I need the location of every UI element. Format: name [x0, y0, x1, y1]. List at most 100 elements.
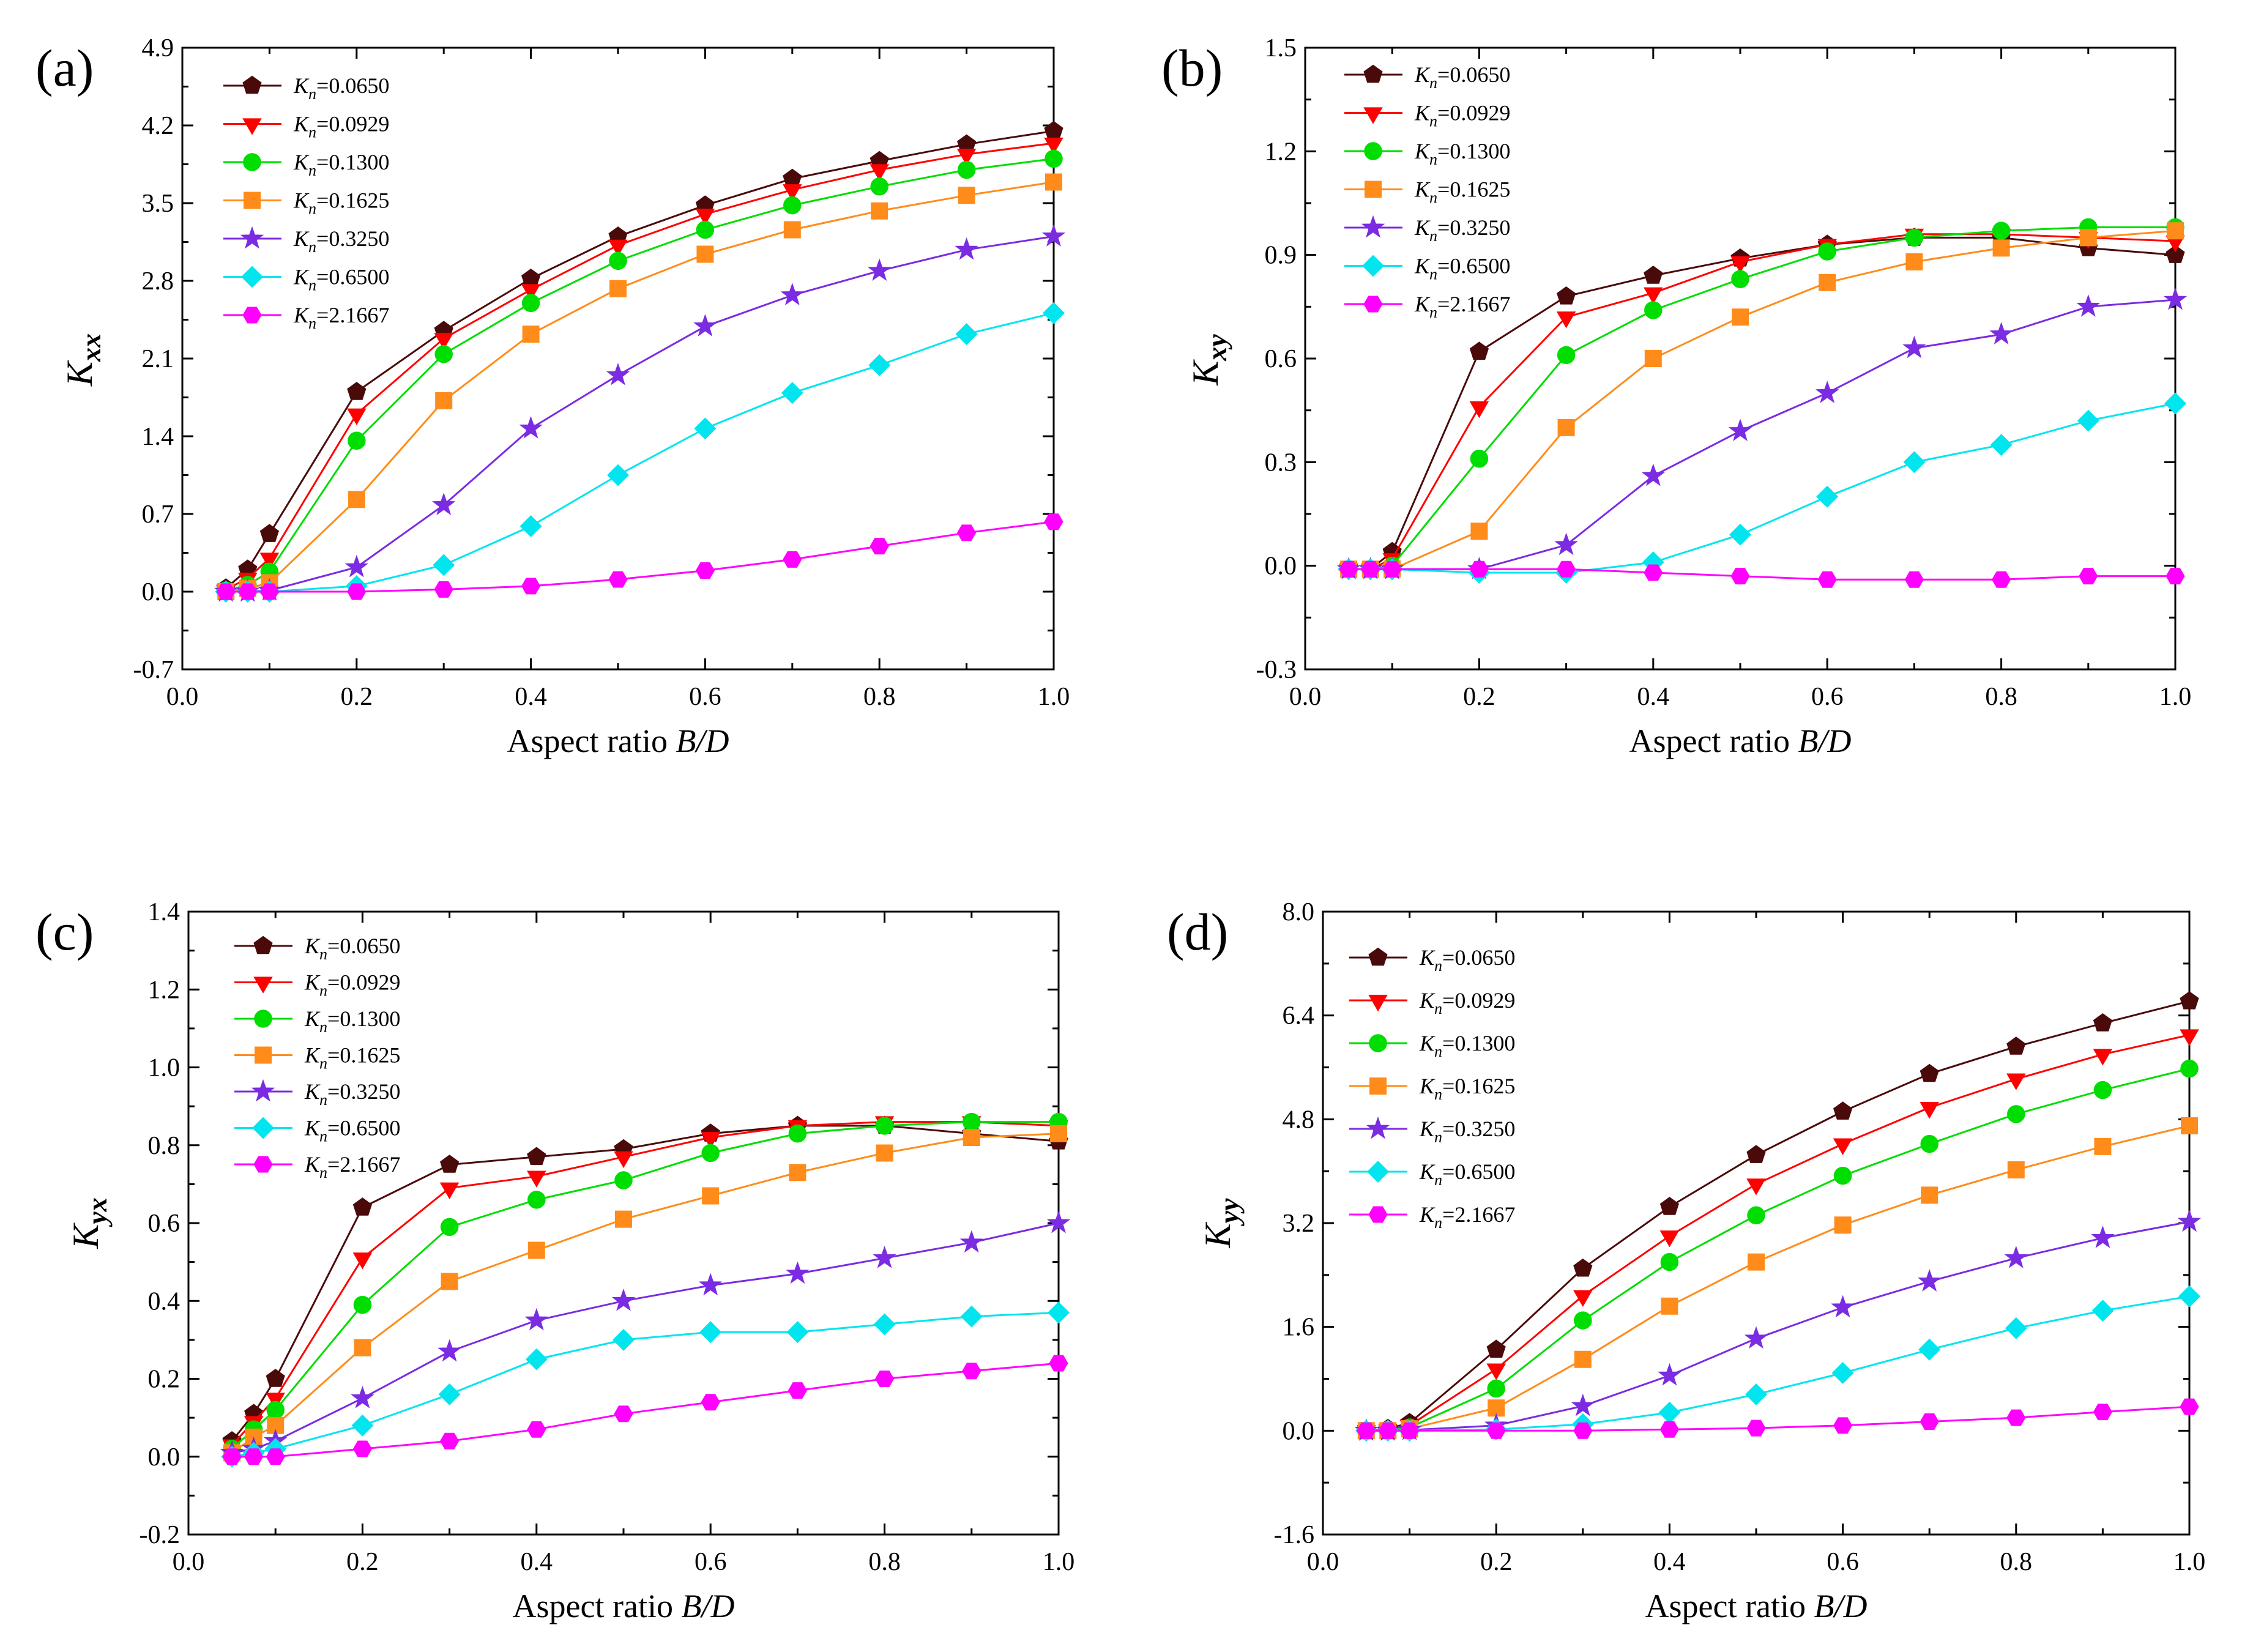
x-axis-title: Aspect ratio B/D [1629, 723, 1852, 759]
data-point [1049, 1355, 1068, 1372]
legend: Kn=0.0650Kn=0.0929Kn=0.1300Kn=0.1625Kn=0… [1344, 62, 1510, 321]
data-point [606, 362, 630, 385]
data-point [1557, 560, 1576, 578]
data-point [783, 196, 802, 215]
x-tick-label: 0.0 [173, 1548, 205, 1576]
panel-label: (b) [1161, 39, 1223, 97]
y-axis-title: Kyx [65, 1197, 113, 1249]
data-point [1043, 302, 1065, 324]
y-tick-label: -0.3 [1256, 656, 1297, 684]
legend-label: Kn=0.0929 [293, 112, 389, 141]
data-point [958, 187, 975, 204]
legend-k: K [1414, 139, 1431, 163]
y-tick-label: 3.2 [1283, 1210, 1315, 1238]
legend-marker [240, 226, 264, 249]
legend-k: K [1419, 1031, 1436, 1055]
data-point [2180, 1029, 2199, 1046]
data-point [266, 1369, 285, 1387]
legend-label: Kn=0.1625 [293, 188, 389, 218]
legend-label: Kn=0.1300 [304, 1006, 400, 1036]
legend-k: K [293, 188, 310, 213]
legend-sub: n [308, 124, 316, 141]
legend: Kn=0.0650Kn=0.0929Kn=0.1300Kn=0.1625Kn=0… [234, 934, 400, 1181]
data-point [1748, 1253, 1765, 1271]
y-axis-title: Kxy [1185, 334, 1232, 386]
data-point [1644, 287, 1663, 305]
data-point [1044, 513, 1063, 530]
data-point [527, 1241, 545, 1259]
legend-value: =0.0650 [316, 73, 389, 98]
legend-value: =0.6500 [1442, 1159, 1515, 1184]
data-point [2163, 287, 2188, 310]
legend-sub: n [319, 1055, 327, 1073]
y-tick-label: 1.4 [148, 898, 181, 926]
data-point [1833, 1101, 1853, 1120]
data-point [1361, 560, 1380, 578]
data-point [1746, 1145, 1766, 1163]
legend-value: =2.1667 [327, 1152, 400, 1177]
legend: Kn=0.0650Kn=0.0929Kn=0.1300Kn=0.1625Kn=0… [223, 73, 389, 332]
data-point [527, 1170, 546, 1188]
data-point [1658, 1363, 1682, 1386]
legend-sub: n [1434, 1128, 1442, 1146]
data-point [2006, 1073, 2026, 1090]
data-point [524, 1308, 549, 1331]
data-point [1573, 1258, 1593, 1277]
x-axis-title: Aspect ratio B/D [513, 1588, 735, 1624]
legend-marker [1361, 215, 1385, 238]
data-point [1903, 451, 1926, 474]
legend-sub: n [1434, 1214, 1442, 1232]
data-point [1747, 1206, 1765, 1225]
y-tick-label: -1.6 [1274, 1521, 1315, 1549]
data-point [238, 583, 258, 600]
data-point [1815, 381, 1839, 403]
data-point [520, 515, 542, 537]
x-tick-label: 0.4 [1637, 683, 1670, 711]
data-point [609, 280, 627, 297]
y-tick-label: 1.2 [148, 976, 181, 1004]
y-tick-label: 0.3 [1265, 448, 1297, 477]
data-point [521, 268, 541, 287]
legend-label: Kn=0.1300 [1419, 1031, 1515, 1060]
legend-label: Kn=0.3250 [1419, 1117, 1515, 1146]
data-point [351, 1386, 374, 1408]
y-axis-title: Kyy [1197, 1198, 1245, 1248]
x-tick-label: 0.6 [1811, 683, 1844, 711]
legend-k: K [1414, 62, 1431, 87]
data-point [614, 1405, 633, 1423]
legend-marker [253, 1156, 273, 1173]
data-point [699, 1321, 722, 1344]
data-point [266, 1401, 285, 1419]
data-point [876, 1144, 893, 1162]
legend-value: =0.6500 [1437, 254, 1510, 278]
data-point [1659, 1197, 1679, 1215]
x-axis-title-text: Aspect ratio [513, 1588, 682, 1624]
legend-label: Kn=0.1625 [1419, 1074, 1515, 1103]
data-point [786, 1261, 810, 1284]
data-point [2007, 1161, 2025, 1178]
data-point [431, 493, 456, 515]
legend-value: =0.1625 [1442, 1074, 1515, 1098]
legend-marker [251, 1079, 275, 1102]
data-point [1641, 463, 1666, 486]
legend-marker [1368, 947, 1388, 966]
data-point [788, 1382, 807, 1399]
data-point [1487, 1379, 1505, 1398]
data-point [347, 583, 367, 600]
data-point [1048, 1301, 1070, 1324]
data-point [1732, 308, 1749, 326]
legend-value: =0.3250 [327, 1079, 400, 1104]
data-point [352, 1440, 372, 1457]
legend-label: Kn=0.0650 [1419, 945, 1515, 975]
data-point [1917, 1269, 1942, 1292]
data-point [1746, 1178, 1766, 1196]
data-point [1339, 560, 1358, 578]
data-point [701, 1144, 720, 1163]
data-point [1573, 1422, 1593, 1439]
legend-sub: n [1429, 189, 1437, 207]
legend-sub: n [308, 85, 316, 103]
legend-marker [1365, 180, 1382, 198]
data-point [871, 202, 888, 220]
x-axis-title-var: B/D [681, 1588, 734, 1624]
